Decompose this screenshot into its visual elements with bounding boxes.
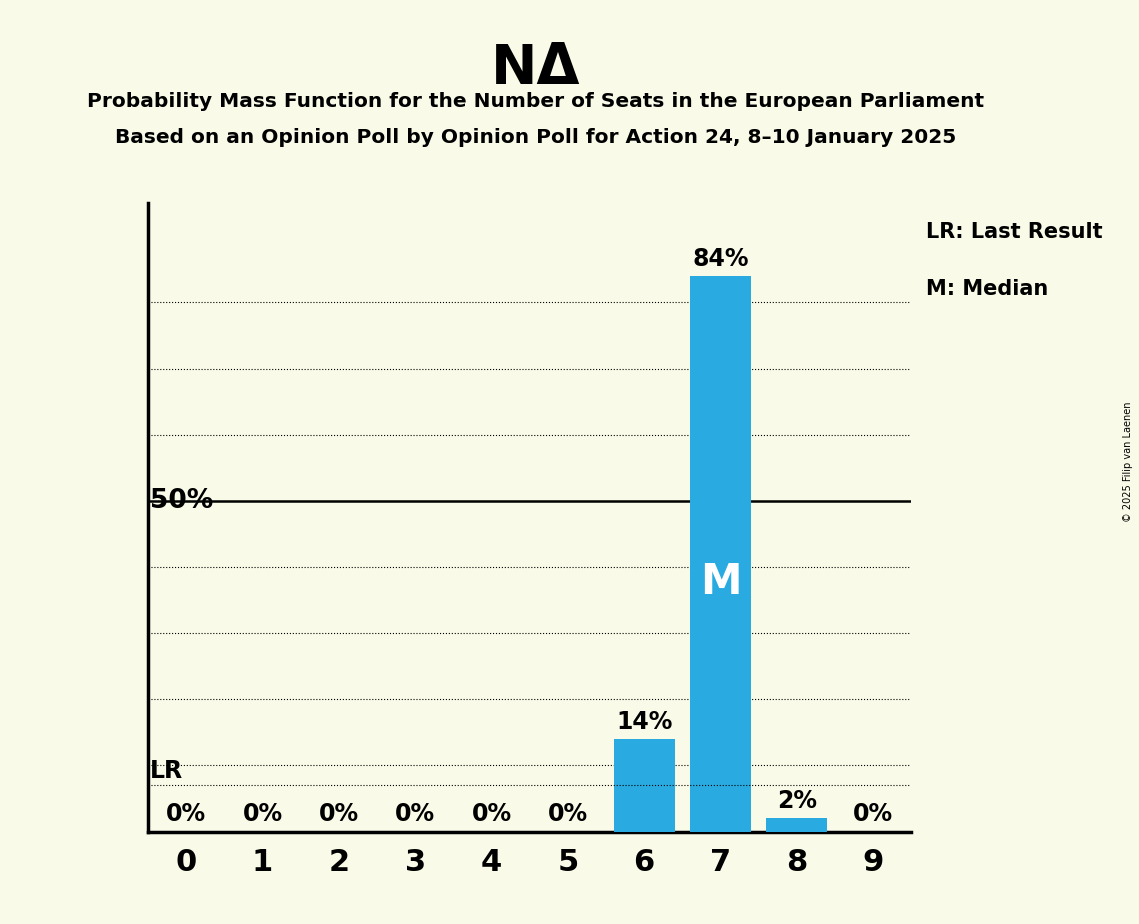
Bar	[614, 739, 674, 832]
Text: 0%: 0%	[243, 802, 282, 826]
Text: M: M	[699, 561, 741, 602]
Text: Based on an Opinion Poll by Opinion Poll for Action 24, 8–10 January 2025: Based on an Opinion Poll by Opinion Poll…	[115, 128, 956, 147]
Text: M: Median: M: Median	[926, 279, 1049, 298]
Text: 0%: 0%	[166, 802, 206, 826]
Text: 84%: 84%	[693, 247, 748, 271]
Bar	[767, 819, 827, 832]
Text: Probability Mass Function for the Number of Seats in the European Parliament: Probability Mass Function for the Number…	[87, 92, 984, 112]
Text: 14%: 14%	[616, 710, 672, 734]
Text: 0%: 0%	[548, 802, 588, 826]
Text: 0%: 0%	[319, 802, 359, 826]
Text: LR: LR	[149, 760, 182, 784]
Text: NΔ: NΔ	[491, 42, 580, 95]
Text: LR: Last Result: LR: Last Result	[926, 222, 1103, 242]
Text: © 2025 Filip van Laenen: © 2025 Filip van Laenen	[1123, 402, 1133, 522]
Text: 0%: 0%	[853, 802, 893, 826]
Bar	[690, 276, 751, 832]
Text: 0%: 0%	[395, 802, 435, 826]
Text: 2%: 2%	[777, 789, 817, 813]
Text: 0%: 0%	[472, 802, 511, 826]
Text: 50%: 50%	[149, 488, 213, 514]
